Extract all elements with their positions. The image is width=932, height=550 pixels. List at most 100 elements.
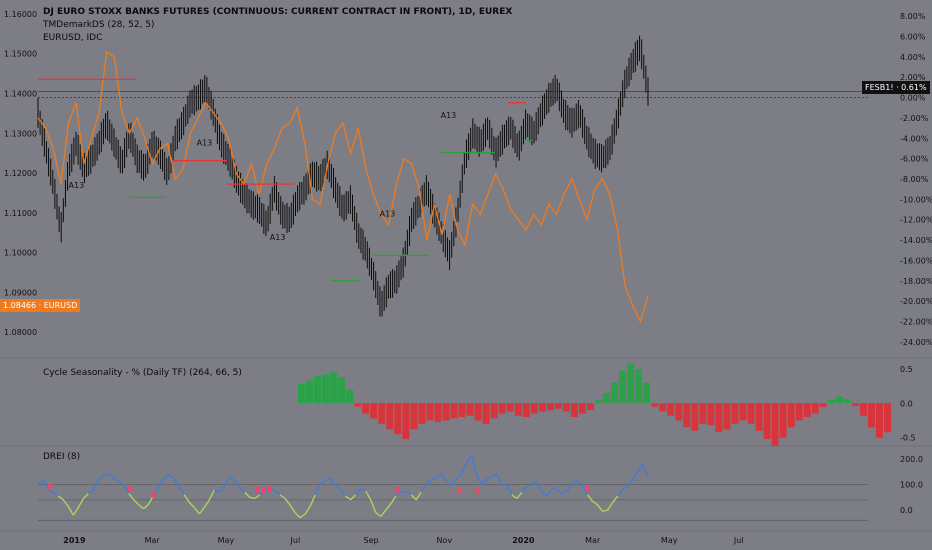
seasonality-legend[interactable]: Cycle Seasonality - % (Daily TF) (264, 6… bbox=[43, 368, 242, 378]
seasonality-bar bbox=[546, 403, 554, 411]
seasonality-bar bbox=[298, 384, 306, 404]
drei-line-segment bbox=[456, 473, 462, 479]
drei-axis-tick: 100.0 bbox=[900, 481, 923, 490]
drei-signal-marker bbox=[585, 485, 589, 492]
drei-line-segment bbox=[218, 485, 226, 493]
drei-line-segment bbox=[254, 494, 261, 500]
drei-line-segment bbox=[521, 486, 528, 493]
drei-line-segment bbox=[360, 487, 367, 492]
seasonality-bar bbox=[394, 403, 402, 435]
drei-line-segment bbox=[183, 494, 190, 503]
seasonality-bar bbox=[418, 403, 426, 424]
chart-title: DJ EURO STOXX BANKS FUTURES (CONTINUOUS:… bbox=[43, 7, 513, 17]
drei-line-segment bbox=[274, 490, 281, 496]
seasonality-bar bbox=[723, 403, 731, 430]
drei-line-segment bbox=[244, 491, 251, 498]
seasonality-bar bbox=[506, 403, 514, 412]
drei-line-segment bbox=[425, 478, 432, 486]
setup-label: A13 bbox=[197, 138, 213, 147]
seasonality-bar bbox=[859, 403, 867, 416]
drei-line-segment bbox=[470, 454, 478, 475]
setup-label: A13 bbox=[69, 181, 85, 190]
drei-line-segment bbox=[481, 478, 488, 486]
drei-line-segment bbox=[345, 495, 351, 501]
drei-line-segment bbox=[516, 491, 523, 500]
drei-line-segment bbox=[380, 509, 387, 517]
drei-line-segment bbox=[637, 463, 644, 473]
drei-line-segment bbox=[355, 487, 362, 496]
drei-line-segment bbox=[37, 478, 44, 486]
right-axis-tick: -20.00% bbox=[900, 297, 932, 306]
right-axis-tick: 4.00% bbox=[900, 53, 926, 62]
drei-line-segment bbox=[552, 487, 558, 491]
drei-line-segment bbox=[87, 489, 94, 495]
right-axis-tick: -10.00% bbox=[900, 195, 932, 204]
seasonality-bar bbox=[707, 403, 715, 426]
right-axis-tick: -24.00% bbox=[900, 338, 932, 347]
drei-signal-marker bbox=[151, 491, 156, 498]
drei-line-segment bbox=[193, 507, 200, 515]
drei-line-segment bbox=[607, 502, 614, 511]
left-axis-tick: 1.16000 bbox=[4, 10, 37, 19]
left-axis-tick: 1.15000 bbox=[4, 50, 37, 59]
seasonality-bar bbox=[354, 403, 362, 407]
drei-line-segment bbox=[576, 480, 583, 487]
drei-line-segment bbox=[309, 494, 316, 507]
indicator-legend[interactable]: TMDemarkDS (28, 52, 5) bbox=[43, 20, 155, 30]
drei-line-segment bbox=[128, 493, 135, 501]
seasonality-bar bbox=[330, 372, 338, 404]
drei-signal-marker bbox=[475, 487, 480, 494]
drei-line-segment bbox=[612, 495, 619, 503]
drei-line-segment bbox=[133, 499, 140, 506]
right-axis-tick: -8.00% bbox=[900, 175, 929, 184]
drei-line-segment bbox=[450, 477, 458, 487]
time-axis-label: Nov bbox=[436, 536, 452, 545]
seasonality-bar bbox=[578, 403, 586, 414]
seasonality-bar bbox=[627, 363, 635, 404]
seasonality-bar bbox=[667, 403, 675, 416]
drei-line-segment bbox=[77, 498, 84, 508]
drei-line-segment bbox=[234, 480, 241, 488]
right-axis-tick: -22.00% bbox=[900, 317, 932, 326]
drei-line-segment bbox=[602, 509, 608, 513]
seasonality-bar bbox=[402, 403, 410, 440]
drei-line-segment bbox=[173, 478, 180, 487]
eurusd-series-line bbox=[37, 50, 649, 324]
drei-line-segment bbox=[72, 507, 79, 516]
seasonality-bar bbox=[731, 403, 739, 424]
main-pane: 1.16000 1.15000 1.14000 1.13000 1.12000 1.110… bbox=[0, 10, 932, 532]
seasonality-bar bbox=[883, 403, 891, 433]
drei-line-segment bbox=[314, 484, 321, 496]
drei-line-segment bbox=[249, 496, 255, 500]
drei-line-segment bbox=[420, 484, 427, 493]
drei-line-segment bbox=[284, 498, 291, 506]
seasonality-bar bbox=[851, 403, 859, 407]
drei-line-segment bbox=[319, 480, 326, 486]
drei-line-segment bbox=[445, 480, 452, 487]
right-axis-tick: -16.00% bbox=[900, 256, 932, 265]
drei-line-segment bbox=[572, 480, 578, 484]
drei-signal-marker bbox=[267, 485, 272, 492]
compare-symbol-legend[interactable]: EURUSD, IDC bbox=[43, 33, 103, 43]
seasonality-bar bbox=[450, 403, 458, 419]
drei-line-segment bbox=[42, 479, 49, 489]
seasonality-bar bbox=[338, 377, 346, 404]
drei-line-segment bbox=[586, 494, 594, 502]
seasonality-bar bbox=[314, 375, 322, 404]
drei-line-segment bbox=[506, 484, 513, 496]
drei-line-segment bbox=[561, 490, 568, 495]
seasonality-bar bbox=[803, 403, 811, 418]
time-axis-label: Jul bbox=[733, 536, 744, 545]
drei-line-segment bbox=[627, 478, 634, 487]
right-axis-tick: 8.00% bbox=[900, 12, 926, 21]
drei-line-segment bbox=[57, 495, 64, 501]
drei-line-segment bbox=[622, 485, 629, 491]
seasonality-bar bbox=[699, 403, 707, 424]
seasonality-bar bbox=[386, 403, 394, 430]
time-axis-label: Mar bbox=[145, 536, 161, 545]
drei-line-segment bbox=[581, 485, 589, 496]
drei-axis-tick: 0.0 bbox=[900, 506, 913, 515]
drei-legend[interactable]: DREI (8) bbox=[43, 452, 81, 462]
drei-line-segment bbox=[103, 473, 109, 477]
